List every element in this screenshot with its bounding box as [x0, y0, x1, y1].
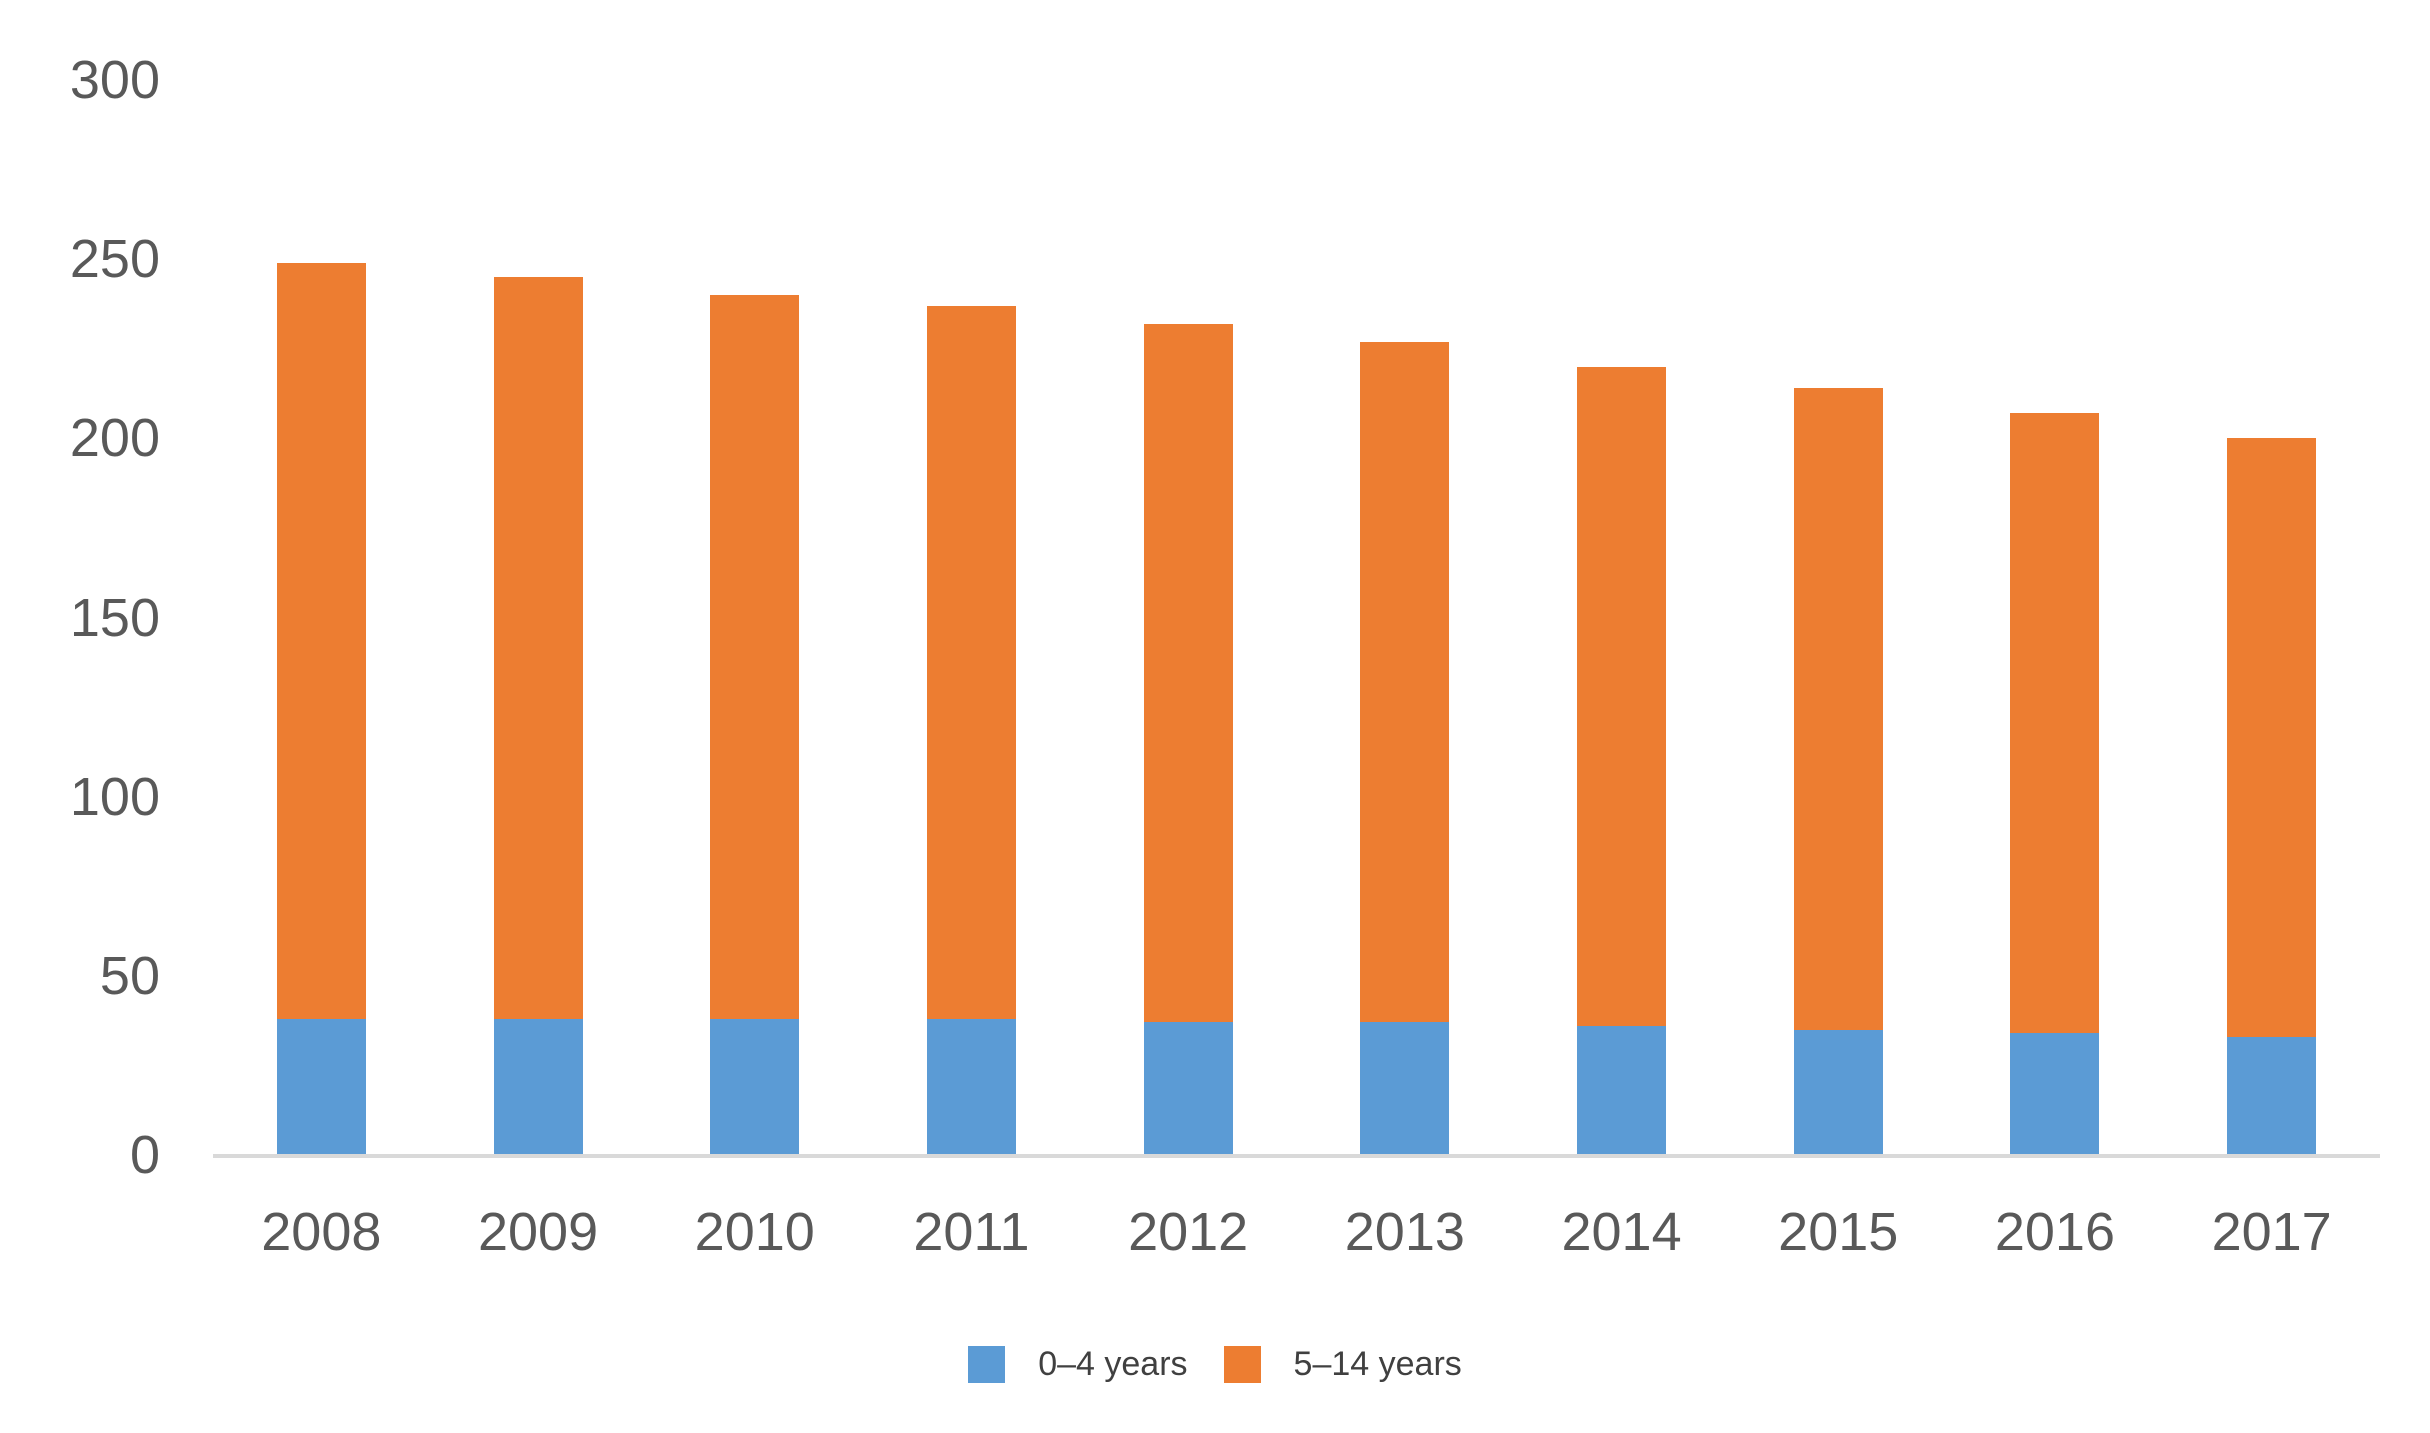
y-axis-tick-label: 50	[99, 945, 160, 1006]
legend-item-0-4-years: 0–4 years	[968, 1345, 1188, 1384]
bar-segment-0-4-years-2017	[2227, 1037, 2316, 1155]
bar-segment-5-14-years-2014	[1577, 367, 1666, 1026]
x-axis-tick-label: 2008	[261, 1202, 382, 1262]
bar-segment-0-4-years-2008	[277, 1019, 366, 1155]
y-axis: 0 50 100 150 200 250 300	[0, 0, 160, 1433]
legend-swatch-icon	[968, 1346, 1006, 1383]
bar-segment-0-4-years-2010	[710, 1019, 799, 1155]
bar-segment-0-4-years-2009	[494, 1019, 583, 1155]
legend-label: 5–14 years	[1293, 1345, 1462, 1383]
x-axis-tick-label: 2011	[913, 1202, 1030, 1262]
bar-segment-5-14-years-2010	[710, 295, 799, 1019]
plot-area	[213, 80, 2380, 1155]
bar-segment-5-14-years-2015	[1794, 388, 1883, 1030]
bar-segment-5-14-years-2016	[2010, 413, 2099, 1033]
y-axis-tick-label: 100	[69, 766, 160, 827]
x-axis-tick-label: 2017	[2211, 1202, 2332, 1262]
bar-segment-5-14-years-2009	[494, 277, 583, 1019]
legend-item-5-14-years: 5–14 years	[1223, 1345, 1462, 1384]
x-axis-tick-label: 2014	[1561, 1202, 1682, 1262]
y-axis-tick-label: 150	[69, 587, 160, 648]
bar-segment-0-4-years-2014	[1577, 1026, 1666, 1155]
x-axis-tick-label: 2016	[1994, 1202, 2116, 1262]
bar-segment-0-4-years-2012	[1144, 1022, 1233, 1155]
x-axis-tick-label: 2015	[1778, 1202, 1899, 1262]
bar-segment-5-14-years-2011	[927, 306, 1016, 1019]
bar-segment-0-4-years-2011	[927, 1019, 1016, 1155]
x-axis: 2008 2009 2010 2011 2012 2013 2014 2015 2016 2017	[213, 1200, 2380, 1270]
y-axis-tick-label: 0	[129, 1125, 160, 1185]
bar-segment-0-4-years-2013	[1360, 1022, 1449, 1155]
bar-segment-5-14-years-2013	[1360, 342, 1449, 1022]
x-axis-tick-label: 2012	[1128, 1202, 1249, 1262]
legend-label: 0–4 years	[1038, 1345, 1188, 1383]
x-axis-tick-label: 2009	[477, 1202, 599, 1262]
bar-segment-0-4-years-2016	[2010, 1033, 2099, 1155]
bar-segment-5-14-years-2008	[277, 263, 366, 1019]
legend: 0–4 years 5–14 years	[0, 1345, 2430, 1384]
y-axis-tick-label: 300	[69, 50, 160, 110]
x-axis-tick-label: 2010	[694, 1202, 815, 1262]
x-axis-tick-label: 2013	[1344, 1202, 1465, 1262]
bar-segment-5-14-years-2017	[2227, 438, 2316, 1037]
bar-segment-5-14-years-2012	[1144, 324, 1233, 1022]
bar-segment-0-4-years-2015	[1794, 1030, 1883, 1155]
y-axis-tick-label: 200	[69, 408, 160, 469]
legend-swatch-icon	[1223, 1346, 1261, 1383]
y-axis-tick-label: 250	[69, 229, 160, 290]
x-axis-line	[213, 1154, 2380, 1158]
